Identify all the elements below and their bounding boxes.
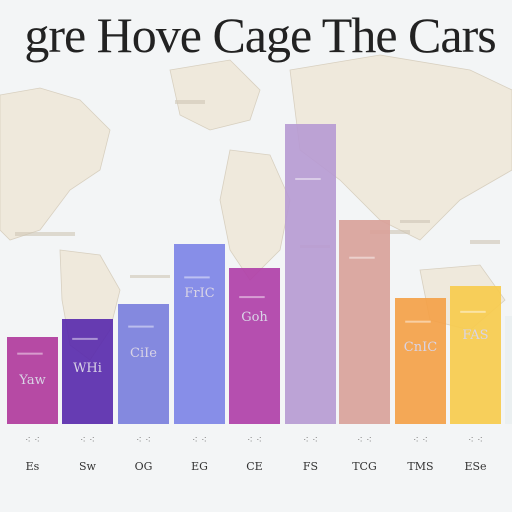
bar-label: CnIC <box>404 340 437 355</box>
x-tick-label: EG <box>191 460 208 473</box>
x-tick-label: Sw <box>79 460 97 473</box>
bar-label: Yaw <box>18 373 45 388</box>
bar-label: CiIe <box>130 346 157 361</box>
bar <box>285 124 336 424</box>
page-title: gre Hove Cage The Cars <box>24 7 496 63</box>
bar-label: Goh <box>241 310 268 325</box>
bar <box>7 337 58 424</box>
bar-decoration <box>72 337 98 340</box>
x-tick-mark: ⁖ ⁖ <box>413 435 428 446</box>
x-tick-mark: ⁖ ⁖ <box>192 435 207 446</box>
x-tick-mark: ⁖ ⁖ <box>247 435 262 446</box>
x-tick-label: CE <box>246 460 262 473</box>
x-tick-label: ESe <box>464 460 486 473</box>
bar <box>395 298 446 424</box>
x-tick-mark: ⁖ ⁖ <box>80 435 95 446</box>
bar <box>118 304 169 424</box>
x-tick-mark: ⁖ ⁖ <box>25 435 40 446</box>
x-tick-label: TMS <box>407 460 433 473</box>
x-tick-mark: ⁖ ⁖ <box>468 435 483 446</box>
bar-decoration <box>128 325 154 328</box>
x-tick-label: FS <box>303 460 318 473</box>
x-tick-label: OG <box>135 460 153 473</box>
bar <box>174 244 225 424</box>
bar-label: FrIC <box>184 286 214 301</box>
bar <box>450 286 501 424</box>
x-tick-mark: ⁖ ⁖ <box>136 435 151 446</box>
x-tick-label: Es <box>26 460 40 473</box>
x-tick-mark: ⁖ ⁖ <box>303 435 318 446</box>
bar-decoration <box>405 320 431 323</box>
bar-decoration <box>295 178 321 180</box>
bar <box>505 316 512 424</box>
bar-decoration <box>460 310 486 313</box>
bar-label: WHi <box>73 361 102 376</box>
bar-label: FAS <box>462 328 488 343</box>
bar <box>339 220 390 424</box>
bar-decoration <box>239 296 265 299</box>
x-tick-mark: ⁖ ⁖ <box>357 435 372 446</box>
bar-decoration <box>184 276 210 279</box>
bar-decoration <box>17 352 43 355</box>
bar <box>62 319 113 424</box>
bar <box>229 268 280 424</box>
bar-decoration <box>349 256 375 259</box>
x-tick-label: TCG <box>352 460 377 473</box>
